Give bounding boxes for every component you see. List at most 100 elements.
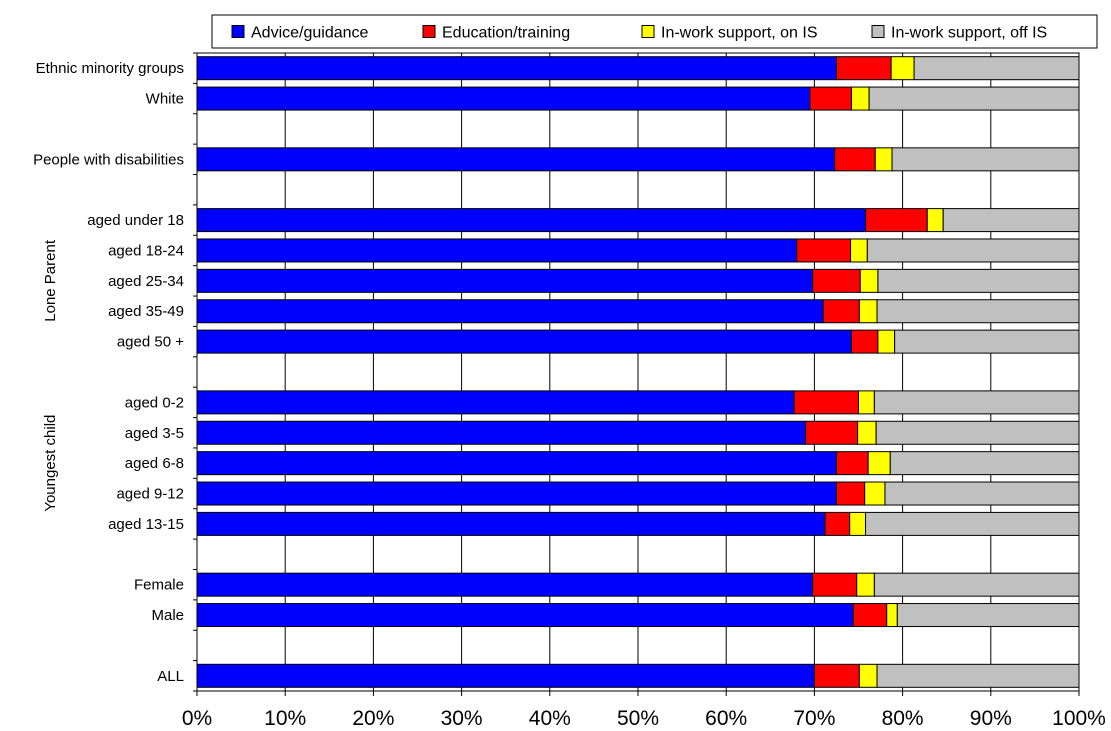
bar-segment <box>824 511 851 536</box>
bar-segment <box>913 56 1080 81</box>
x-tick-label: 80% <box>882 707 924 730</box>
category-label: aged 35-49 <box>108 303 184 320</box>
bar-segment <box>834 147 876 172</box>
bar-segment <box>196 420 807 445</box>
bar-segment <box>196 329 852 354</box>
bar-segment <box>196 147 836 172</box>
legend-label: In-work support, off IS <box>891 25 1047 42</box>
category-label: aged 18-24 <box>108 242 184 259</box>
bar-segment <box>864 481 886 506</box>
legend-label: Education/training <box>442 25 570 42</box>
bar-segment <box>196 390 795 415</box>
bar-segment <box>873 390 1080 415</box>
bar-segment <box>196 238 798 263</box>
x-tick-label: 90% <box>970 707 1012 730</box>
bar-segment <box>850 86 870 111</box>
x-tick-label: 40% <box>529 707 571 730</box>
bar-segment <box>856 572 875 597</box>
category-label: White <box>146 91 184 108</box>
legend-label: In-work support, on IS <box>661 25 818 42</box>
bar-segment <box>858 299 878 324</box>
bar-segment <box>852 603 888 628</box>
bar-segment <box>886 603 898 628</box>
x-tick-label: 10% <box>264 707 306 730</box>
x-tick-label: 50% <box>617 707 659 730</box>
bar-segment <box>196 86 811 111</box>
bar-segment <box>877 268 1080 293</box>
group-label: Lone Parent <box>42 239 59 322</box>
bar-segment <box>196 663 815 688</box>
bar-segment <box>196 603 854 628</box>
bar-segment <box>865 208 928 233</box>
bar-segment <box>196 299 824 324</box>
category-label: aged 25-34 <box>108 273 184 290</box>
x-axis: 0% 10% 20% 30% 40% 50% 60% 70% 80% 90% 100% <box>182 52 1106 730</box>
bar-segment <box>875 420 1080 445</box>
category-label: Ethnic minority groups <box>36 60 184 77</box>
bar-segment <box>873 572 1080 597</box>
bar-segment <box>891 147 1080 172</box>
bar-segment <box>942 208 1080 233</box>
bar-segment <box>926 208 944 233</box>
bar-segment <box>822 299 860 324</box>
category-label: aged 9-12 <box>116 486 184 503</box>
bar-segment <box>850 238 868 263</box>
bar-segment <box>196 268 814 293</box>
category-label: aged 6-8 <box>125 455 184 472</box>
bar-segment <box>196 56 837 81</box>
bar-segment <box>850 329 879 354</box>
bar-segment <box>896 603 1080 628</box>
bar-segment <box>889 451 1080 476</box>
legend-swatch <box>422 25 436 38</box>
category-label: aged 3-5 <box>125 425 184 442</box>
bar-segment <box>874 147 893 172</box>
bar-segment <box>859 268 879 293</box>
x-tick-label: 60% <box>705 707 747 730</box>
bar-segment <box>884 481 1080 506</box>
bar-segment <box>866 238 1080 263</box>
bar-segment <box>835 56 892 81</box>
legend-label: Advice/guidance <box>251 25 369 42</box>
bar-segment <box>196 481 837 506</box>
bar-segment <box>809 86 852 111</box>
category-label: People with disabilities <box>33 151 184 168</box>
bar-segment <box>868 86 1080 111</box>
bar-segment <box>876 663 1080 688</box>
bar-segment <box>858 663 878 688</box>
bar-segment <box>894 329 1080 354</box>
bar-segment <box>196 572 814 597</box>
bar-segment <box>858 390 875 415</box>
bar-segment <box>835 451 869 476</box>
bar-segment <box>857 420 877 445</box>
category-label: Male <box>151 607 184 624</box>
legend: Advice/guidance Education/training In-work… <box>211 14 1098 49</box>
group-labels: Lone Parent Youngest child <box>42 239 59 511</box>
x-tick-label: 30% <box>441 707 483 730</box>
category-label: ALL <box>157 668 184 685</box>
bar-segment <box>812 268 861 293</box>
plot-area <box>196 52 1080 692</box>
bar-segment <box>796 238 852 263</box>
bar-segment <box>865 511 1080 536</box>
bar-segment <box>793 390 860 415</box>
category-label: aged under 18 <box>87 212 184 229</box>
legend-swatch <box>641 25 655 38</box>
x-tick-label: 100% <box>1052 707 1106 730</box>
x-tick-label: 20% <box>352 707 394 730</box>
bar-segment <box>805 420 859 445</box>
bar-segment <box>877 329 896 354</box>
bar-segment <box>196 208 867 233</box>
bar-segment <box>813 663 860 688</box>
category-label: aged 0-2 <box>125 394 184 411</box>
legend-swatch <box>231 25 245 38</box>
bar-segment <box>196 451 837 476</box>
bar-segment <box>876 299 1080 324</box>
category-label: aged 13-15 <box>108 516 184 533</box>
category-labels: Ethnic minority groups White People with d… <box>33 60 184 685</box>
bar-segment <box>812 572 858 597</box>
bar-segment <box>890 56 915 81</box>
bar-segment <box>849 511 867 536</box>
category-label: aged 50 + <box>117 334 184 351</box>
group-label: Youngest child <box>42 415 59 512</box>
